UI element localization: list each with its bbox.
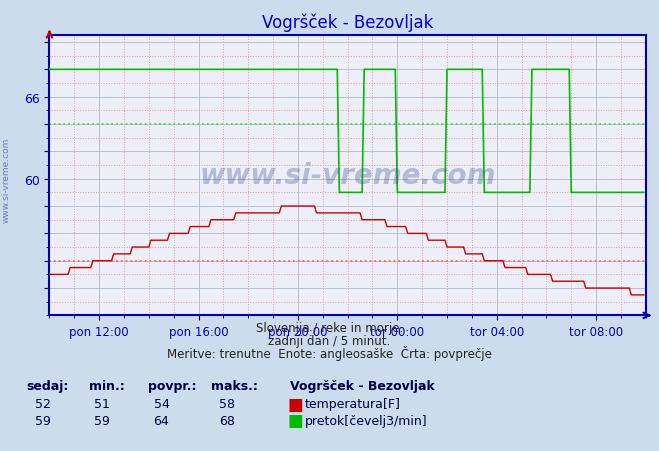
Text: Slovenija / reke in morje.: Slovenija / reke in morje. xyxy=(256,322,403,335)
Text: zadnji dan / 5 minut.: zadnji dan / 5 minut. xyxy=(268,334,391,347)
Text: 59: 59 xyxy=(35,414,51,427)
Text: Vogršček - Bezovljak: Vogršček - Bezovljak xyxy=(290,379,435,392)
Text: www.si-vreme.com: www.si-vreme.com xyxy=(200,162,496,190)
Text: sedaj:: sedaj: xyxy=(26,379,69,392)
Text: min.:: min.: xyxy=(89,379,125,392)
Text: temperatura[F]: temperatura[F] xyxy=(304,397,400,410)
Title: Vogršček - Bezovljak: Vogršček - Bezovljak xyxy=(262,13,434,32)
Text: povpr.:: povpr.: xyxy=(148,379,197,392)
Text: 68: 68 xyxy=(219,414,235,427)
Text: www.si-vreme.com: www.si-vreme.com xyxy=(2,138,11,223)
Text: ■: ■ xyxy=(288,411,304,429)
Text: 51: 51 xyxy=(94,397,110,410)
Text: 58: 58 xyxy=(219,397,235,410)
Text: pretok[čevelj3/min]: pretok[čevelj3/min] xyxy=(304,414,427,427)
Text: 59: 59 xyxy=(94,414,110,427)
Text: 52: 52 xyxy=(35,397,51,410)
Text: Meritve: trenutne  Enote: angleosaške  Črta: povprečje: Meritve: trenutne Enote: angleosaške Črt… xyxy=(167,345,492,360)
Text: 54: 54 xyxy=(154,397,169,410)
Text: ■: ■ xyxy=(288,395,304,413)
Text: maks.:: maks.: xyxy=(211,379,258,392)
Text: 64: 64 xyxy=(154,414,169,427)
